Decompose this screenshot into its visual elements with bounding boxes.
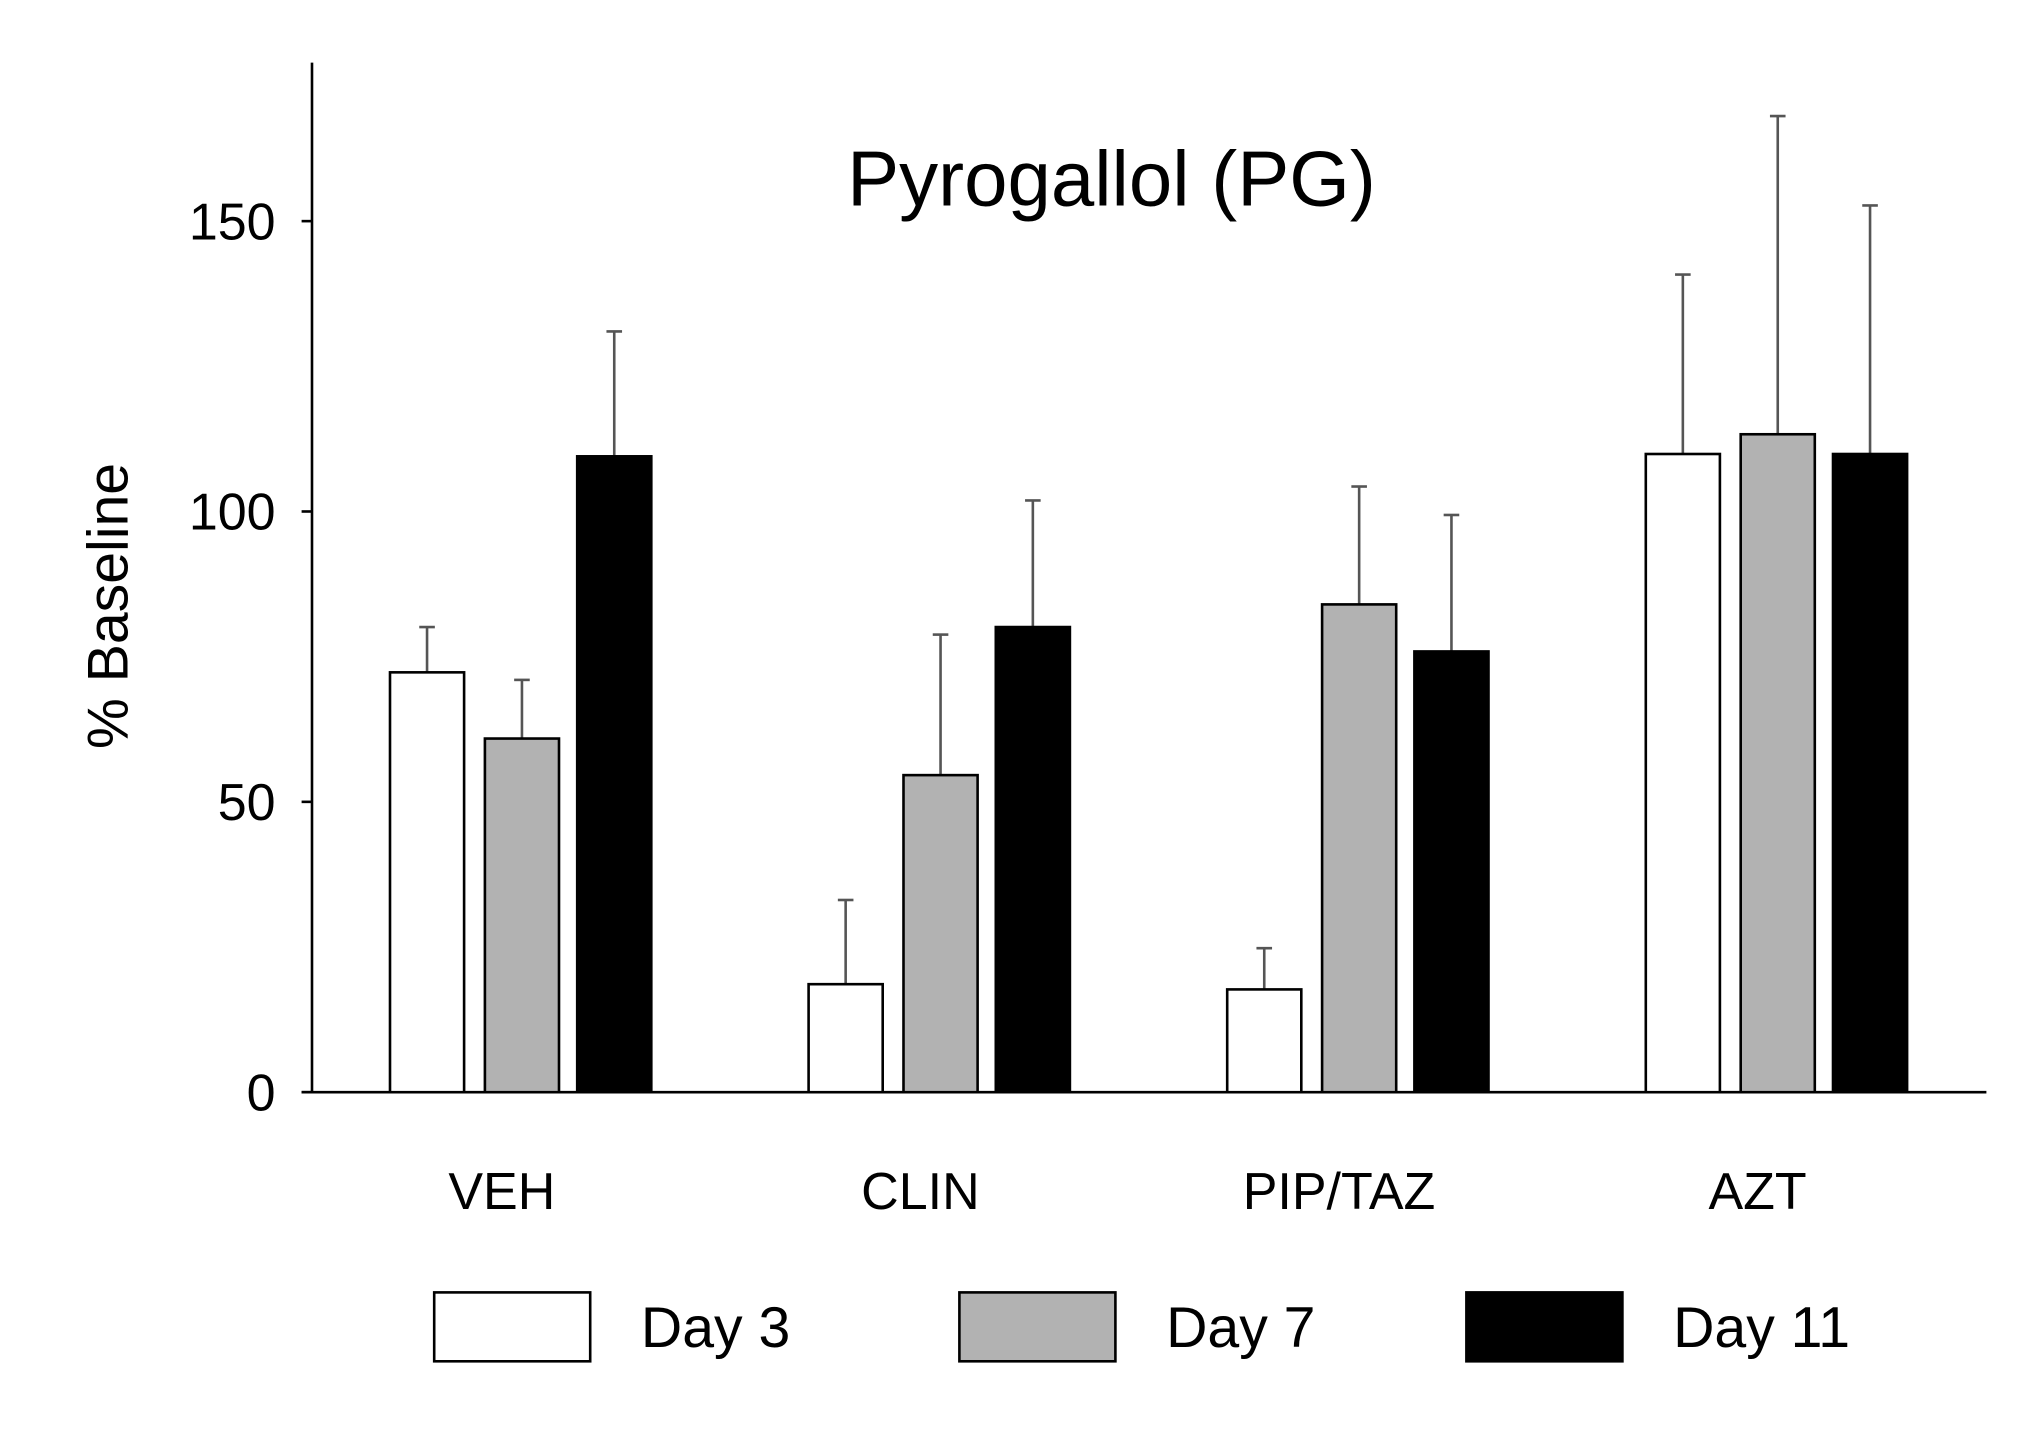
legend-label: Day 3 (641, 1296, 790, 1360)
x-tick-label: PIP/TAZ (1243, 1163, 1436, 1221)
bar (1739, 432, 1817, 1094)
legend-swatch (958, 1291, 1117, 1363)
x-tick-label: CLIN (861, 1163, 979, 1221)
chart-title: Pyrogallol (PG) (847, 135, 1376, 223)
bar (994, 625, 1072, 1094)
y-tick-label: 0 (247, 1064, 276, 1122)
bar (575, 455, 653, 1094)
bar (1320, 603, 1398, 1094)
legend-label: Day 7 (1166, 1296, 1315, 1360)
bar (483, 737, 561, 1094)
y-tick-label: 50 (218, 774, 276, 832)
x-tick-label: VEH (448, 1163, 555, 1221)
legend: Day 3 Day 7 Day 11 (432, 1291, 1850, 1363)
legend-swatch (432, 1291, 592, 1363)
y-axis-label: % Baseline (76, 463, 140, 749)
y-tick-label: 100 (189, 484, 276, 542)
bar (1413, 650, 1490, 1094)
y-tick-label: 150 (189, 193, 276, 251)
bar (1644, 452, 1722, 1094)
legend-swatch (1465, 1291, 1624, 1363)
bar (388, 671, 466, 1094)
bar (1225, 988, 1303, 1094)
legend-label: Day 11 (1673, 1296, 1850, 1360)
bar (807, 982, 884, 1094)
bar (902, 773, 979, 1094)
bar (1831, 452, 1909, 1094)
x-tick-label: AZT (1708, 1163, 1806, 1221)
